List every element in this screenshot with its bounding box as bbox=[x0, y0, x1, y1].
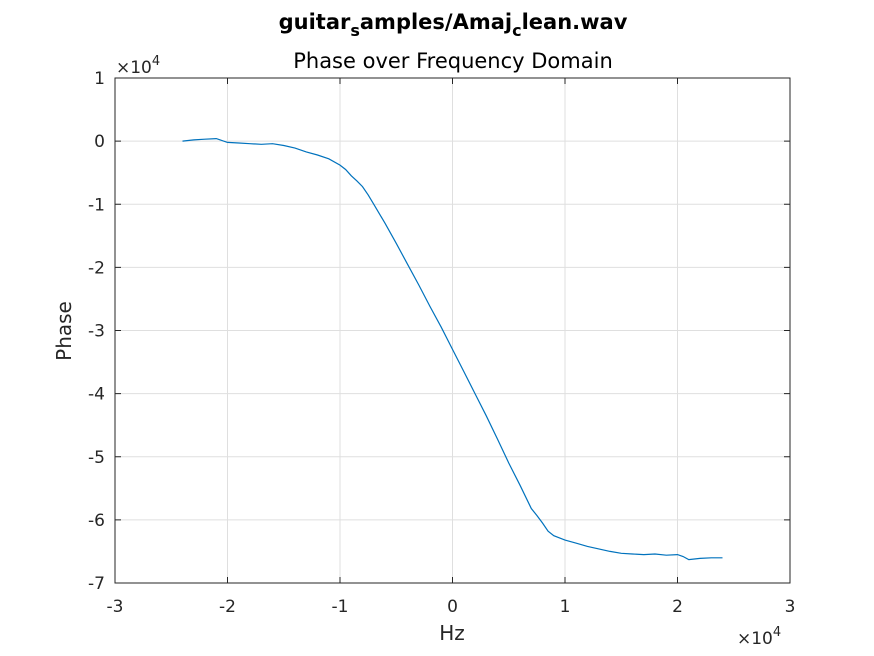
x-tick-label: 1 bbox=[560, 597, 571, 617]
chart-title-part: lean.wav bbox=[522, 10, 628, 34]
x-tick-label: -2 bbox=[219, 597, 236, 617]
y-tick-label: -2 bbox=[88, 258, 105, 278]
chart-title-subscript: c bbox=[512, 21, 521, 40]
x-tick-label: -3 bbox=[107, 597, 124, 617]
tick-marks bbox=[114, 77, 791, 584]
chart-title-part: amples/Amaj bbox=[360, 10, 512, 34]
x-tick-label: 3 bbox=[785, 597, 796, 617]
x-tick-label: 0 bbox=[447, 597, 458, 617]
y-tick-labels: 1 0 -1 -2 -3 -4 -5 -6 -7 bbox=[88, 69, 105, 594]
y-tick-label: -7 bbox=[88, 574, 105, 594]
x-tick-label: -1 bbox=[332, 597, 349, 617]
y-tick-label: -3 bbox=[88, 322, 105, 342]
phase-series-line bbox=[182, 137, 723, 561]
chart-subtitle: Phase over Frequency Domain bbox=[293, 49, 613, 73]
x-tick-label: 2 bbox=[672, 597, 683, 617]
chart-title: guitarsamples/Amajclean.wav bbox=[279, 10, 628, 40]
y-tick-label: -5 bbox=[88, 448, 105, 468]
y-tick-label: -1 bbox=[88, 195, 105, 215]
y-tick-label: 1 bbox=[94, 69, 105, 89]
x-axis-label: Hz bbox=[439, 621, 465, 645]
y-axis-label: Phase bbox=[52, 301, 76, 361]
y-tick-label: -4 bbox=[88, 385, 105, 405]
y-tick-label: -6 bbox=[88, 511, 105, 531]
x-tick-labels: -3 -2 -1 0 1 2 3 bbox=[107, 597, 796, 617]
chart-title-part: guitar bbox=[279, 10, 351, 34]
x-axis-multiplier: ×104 bbox=[737, 625, 781, 649]
chart-title-subscript: s bbox=[350, 21, 360, 40]
y-axis-multiplier: ×104 bbox=[116, 54, 160, 78]
y-tick-label: 0 bbox=[94, 132, 105, 152]
